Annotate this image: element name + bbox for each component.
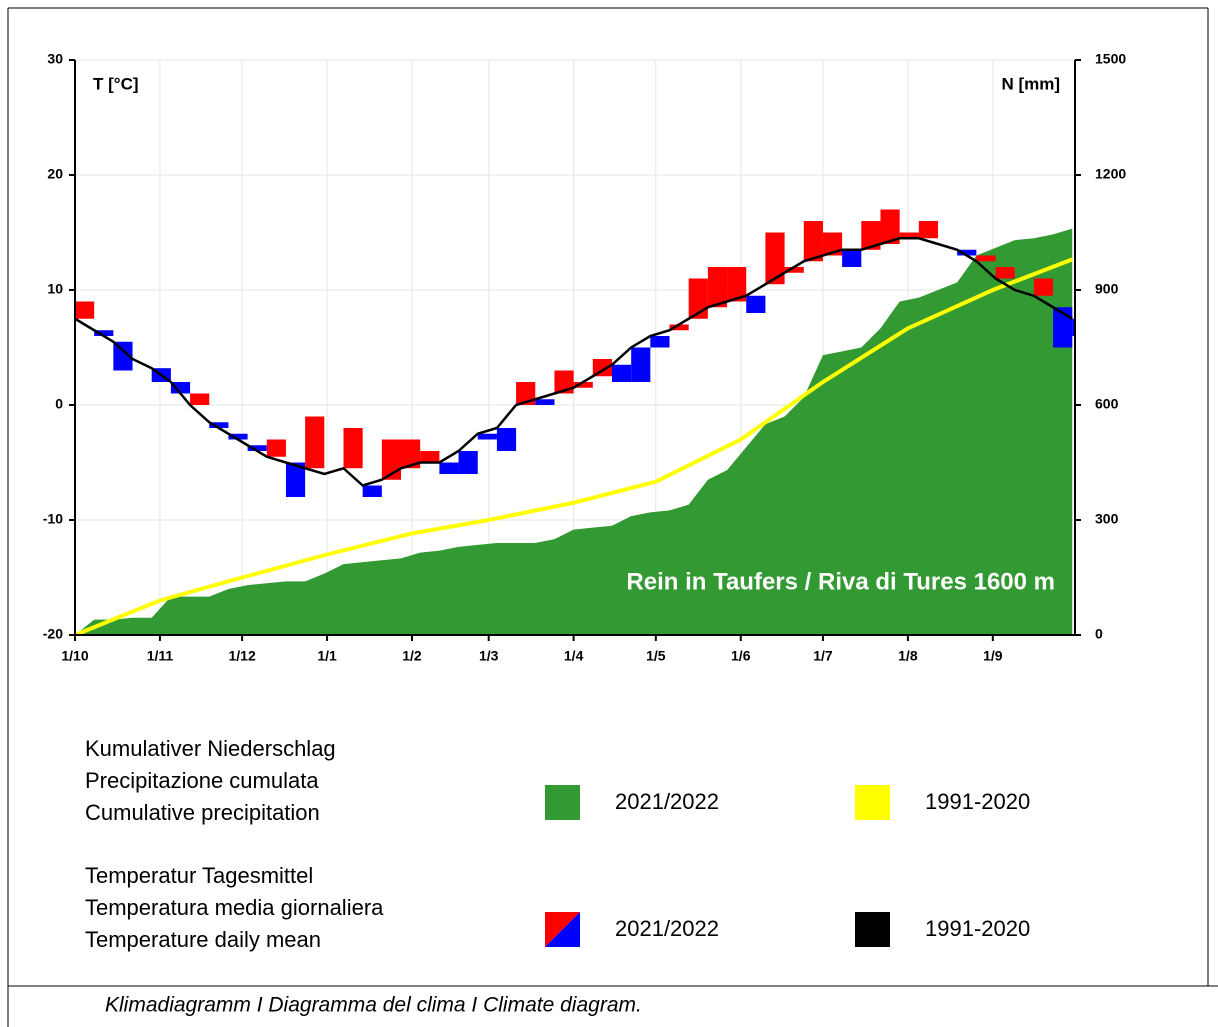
temperature-anomaly [285,462,306,497]
temperature-anomaly [228,433,248,440]
legend-swatch [855,912,890,947]
y-tick-label: 10 [47,281,63,297]
temperature-anomaly [899,232,919,239]
temperature-anomaly [784,267,804,273]
temperature-anomaly [343,428,363,469]
caption: Klimadiagramm I Diagramma del clima I Cl… [105,994,642,1017]
temperature-anomaly [94,330,114,336]
temperature-anomaly [707,267,728,308]
y2-axis-label: N [mm] [1001,74,1060,93]
temperature-anomaly [918,221,939,239]
temperature-anomaly [631,347,651,382]
chart-title: Rein in Taufers / Riva di Tures 1600 m [626,568,1055,595]
y2-tick-label: 300 [1095,511,1119,527]
temperature-anomaly [420,451,440,463]
legend-heading: Temperatura media giornaliera [85,895,384,920]
temperature-anomaly [305,416,325,469]
legend-label: 2021/2022 [615,789,719,814]
temperature-anomaly [1072,318,1075,336]
temperature-anomaly [170,382,191,394]
temperature-anomaly [611,364,632,382]
x-tick-label: 1/9 [983,648,1003,664]
temperature-anomaly [727,267,747,302]
x-tick-label: 1/11 [147,648,174,664]
legend-heading: Temperature daily mean [85,927,321,952]
temperature-anomaly [669,324,689,331]
temperature-anomaly [266,439,286,457]
temperature-anomaly [957,249,977,256]
y-tick-label: 30 [47,51,63,67]
temperature-anomaly [75,301,95,319]
x-tick-label: 1/12 [228,648,255,664]
x-tick-label: 1/5 [646,648,666,664]
x-tick-label: 1/1 [317,648,337,664]
x-tick-label: 1/6 [731,648,751,664]
temperature-anomaly [190,393,210,405]
legend-label: 1991-2020 [925,789,1030,814]
y-axis-label: T [°C] [93,74,139,93]
temperature-anomaly [209,422,229,428]
y2-tick-label: 1500 [1095,51,1126,67]
legend-swatch [545,785,580,820]
temperature-anomaly [439,462,459,474]
x-tick-label: 1/2 [402,648,422,664]
y2-tick-label: 900 [1095,281,1119,297]
legend-heading: Temperatur Tagesmittel [85,863,313,888]
temperature-anomaly [247,445,267,451]
temperature-anomaly [401,439,421,469]
temperature-anomaly [746,295,766,313]
temperature-anomaly [113,341,133,371]
x-tick-label: 1/3 [479,648,499,664]
legend-heading: Precipitazione cumulata [85,768,319,793]
legend-swatch [545,912,580,947]
temperature-anomaly [765,232,785,285]
temperature-anomaly [516,382,536,405]
x-tick-label: 1/10 [61,648,88,664]
y2-tick-label: 600 [1095,396,1119,412]
temperature-anomaly [842,249,862,267]
y-tick-label: -10 [43,511,63,527]
legend-heading: Cumulative precipitation [85,800,320,825]
legend-swatch [855,785,890,820]
y-tick-label: -20 [43,626,63,642]
legend-heading: Kumulativer Niederschlag [85,736,336,761]
temperature-anomaly [573,382,593,388]
temperature-line [74,237,1073,487]
precipitation-area [75,228,1073,635]
temperature-anomaly [803,221,823,262]
y2-tick-label: 1200 [1095,166,1126,182]
temperature-anomaly [477,433,497,440]
temperature-anomaly [976,255,996,262]
y-tick-label: 20 [47,166,63,182]
temperature-anomaly [650,336,670,348]
legend-label: 2021/2022 [615,916,719,941]
temperature-anomaly [554,370,574,394]
temperature-anomaly [822,232,843,256]
precipitation-line [74,257,1073,637]
y2-tick-label: 0 [1095,626,1103,642]
temperature-anomaly [861,221,881,250]
y-tick-label: 0 [55,396,63,412]
x-tick-label: 1/7 [813,648,833,664]
temperature-anomaly [535,399,555,405]
temperature-anomaly [362,485,382,497]
temperature-anomaly [995,267,1015,279]
temperature-anomaly [880,209,900,244]
x-tick-label: 1/4 [564,648,584,664]
x-tick-label: 1/8 [898,648,918,664]
temperature-anomaly [458,451,478,474]
temperature-anomaly [1033,278,1054,296]
temperature-anomaly [496,428,517,451]
legend-label: 1991-2020 [925,916,1030,941]
